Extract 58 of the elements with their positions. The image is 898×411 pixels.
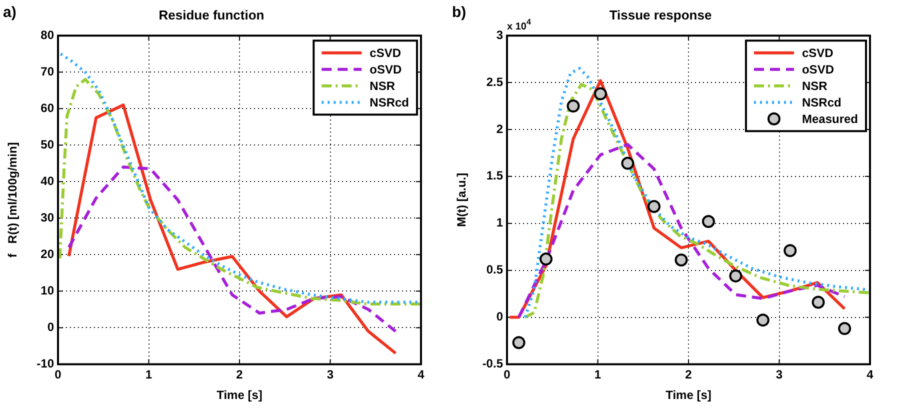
point: [566, 100, 580, 113]
y-tick-label: 0: [47, 320, 54, 334]
y-tick-label: 30: [40, 210, 54, 224]
x-axis-title: Time [s]: [216, 388, 262, 402]
y-tick-label: 60: [40, 100, 54, 115]
y-tick-label: 80: [40, 28, 54, 42]
point: [512, 336, 526, 350]
line-series: [517, 143, 846, 319]
y-tick-label: 0: [496, 310, 504, 324]
legend-label: NSRcd: [370, 96, 410, 110]
x-tick-label: 1: [145, 368, 152, 382]
point: [838, 322, 852, 336]
y-axis-title: f R(t) [ml/100g/min]: [6, 142, 20, 258]
x-tick-label: 2: [236, 368, 244, 382]
y-tick-label: 10: [40, 283, 54, 298]
y-tick-label: 2: [496, 122, 504, 136]
chart-title: Residue function: [158, 7, 264, 22]
legend-label: cSVD: [802, 46, 834, 60]
point: [812, 296, 825, 309]
point: [594, 87, 607, 100]
x-tick-label: 2: [685, 368, 692, 382]
x-tick-label: 3: [326, 368, 334, 382]
point: [729, 269, 742, 282]
y-tick-label: -0.5: [482, 356, 504, 371]
line-series: [67, 166, 398, 333]
y-tick-label: 70: [40, 64, 54, 78]
chart-title: Tissue response: [609, 7, 712, 22]
x-tick-label: 3: [776, 368, 783, 382]
y-tick-label: 3: [496, 28, 504, 42]
legend-label: oSVD: [802, 62, 834, 77]
x-tick-label: 1: [594, 368, 602, 382]
point: [621, 156, 634, 170]
x-tick-label: 4: [866, 368, 874, 382]
y-tick-label: 0.5: [486, 262, 504, 277]
point: [756, 314, 770, 327]
point: [540, 252, 553, 266]
y-tick-label: 1: [496, 216, 504, 230]
legend-label: NSR: [370, 79, 396, 94]
point: [648, 200, 661, 213]
y-tick-label: 2.5: [486, 74, 504, 89]
legend-label: cSVD: [370, 46, 402, 60]
legend-label: Measured: [802, 112, 858, 126]
y-tick-label: 50: [40, 137, 54, 152]
legend-label: NSR: [802, 79, 828, 94]
legend-label: oSVD: [370, 62, 402, 77]
y-tick-label: 1.5: [486, 168, 504, 183]
y-tick-label: 40: [40, 174, 54, 188]
x-tick-label: 4: [418, 368, 425, 382]
x-axis-title: Time [s]: [666, 388, 712, 402]
legend-label: NSRcd: [802, 96, 842, 110]
point: [674, 253, 688, 266]
point: [784, 244, 797, 258]
text: b): [452, 4, 466, 21]
y-tick-label: 20: [40, 246, 54, 261]
text: a): [3, 4, 16, 21]
y-axis-title: M(t) [a.u.]: [454, 172, 469, 227]
point: [702, 214, 715, 228]
y-tick-label: -10: [36, 356, 54, 371]
